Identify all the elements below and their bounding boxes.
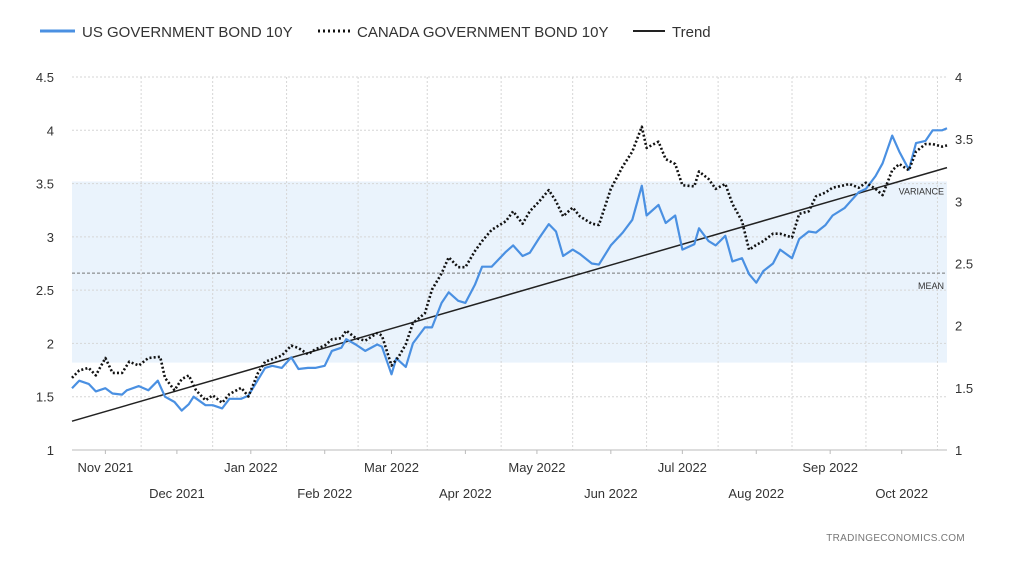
x-tick-label: Aug 2022 <box>728 486 784 501</box>
legend-label-canada: CANADA GOVERNMENT BOND 10Y <box>357 24 608 41</box>
grid-layer <box>72 76 947 451</box>
y-left-tick-label: 2.5 <box>36 283 54 298</box>
series-layer <box>71 125 948 422</box>
series-line-canada[interactable] <box>71 125 948 405</box>
y-left-tick-label: 1 <box>47 443 54 458</box>
y-right-tick-label: 3 <box>955 194 962 209</box>
x-tick-label: Sep 2022 <box>802 460 858 475</box>
y-left-tick-label: 4 <box>47 123 54 138</box>
y-right-tick-label: 2.5 <box>955 257 973 272</box>
x-tick-label: Dec 2021 <box>149 486 205 501</box>
y-left-tick-label: 2 <box>47 336 54 351</box>
x-tick-label: May 2022 <box>508 460 565 475</box>
legend: US GOVERNMENT BOND 10Y CANADA GOVERNMENT… <box>40 24 711 41</box>
variance-band <box>72 181 947 363</box>
mean-label: MEAN <box>918 281 944 291</box>
x-tick-label: Oct 2022 <box>875 486 928 501</box>
series-line-us[interactable] <box>71 127 948 412</box>
annotation-layer: MEAN VARIANCE <box>899 186 944 291</box>
source-credit: TRADINGECONOMICS.COM <box>826 533 965 544</box>
legend-item-trend[interactable]: Trend <box>633 24 711 41</box>
x-tick-label: Jan 2022 <box>224 460 278 475</box>
x-tick-label: Jul 2022 <box>658 460 707 475</box>
y-left-tick-label: 1.5 <box>36 390 54 405</box>
legend-item-canada[interactable]: CANADA GOVERNMENT BOND 10Y <box>318 24 608 41</box>
x-tick-label: Apr 2022 <box>439 486 492 501</box>
y-right-tick-label: 1 <box>955 443 962 458</box>
y-right-tick-label: 4 <box>955 70 962 85</box>
y-left-tick-label: 3.5 <box>36 177 54 192</box>
y-left-tick-label: 3 <box>47 230 54 245</box>
legend-label-trend: Trend <box>672 24 711 41</box>
y-right-tick-label: 2 <box>955 319 962 334</box>
y-left-tick-label: 4.5 <box>36 70 54 85</box>
y-right-tick-label: 1.5 <box>955 381 973 396</box>
x-tick-label: Nov 2021 <box>78 460 134 475</box>
axis-labels-layer: 1 1.5 2 2.5 3 3.5 4 4.5 1 1.5 2 2.5 3 3.5 4 Nov 2021 Jan… <box>36 70 973 501</box>
legend-item-us[interactable]: US GOVERNMENT BOND 10Y <box>40 24 293 41</box>
x-tick-label: Jun 2022 <box>584 486 638 501</box>
x-tick-label: Mar 2022 <box>364 460 419 475</box>
y-right-tick-label: 3.5 <box>955 132 973 147</box>
x-tick-label: Feb 2022 <box>297 486 352 501</box>
legend-label-us: US GOVERNMENT BOND 10Y <box>82 24 293 41</box>
variance-label: VARIANCE <box>899 186 944 196</box>
series-line-trend[interactable] <box>71 166 948 422</box>
variance-band-layer <box>72 181 947 363</box>
